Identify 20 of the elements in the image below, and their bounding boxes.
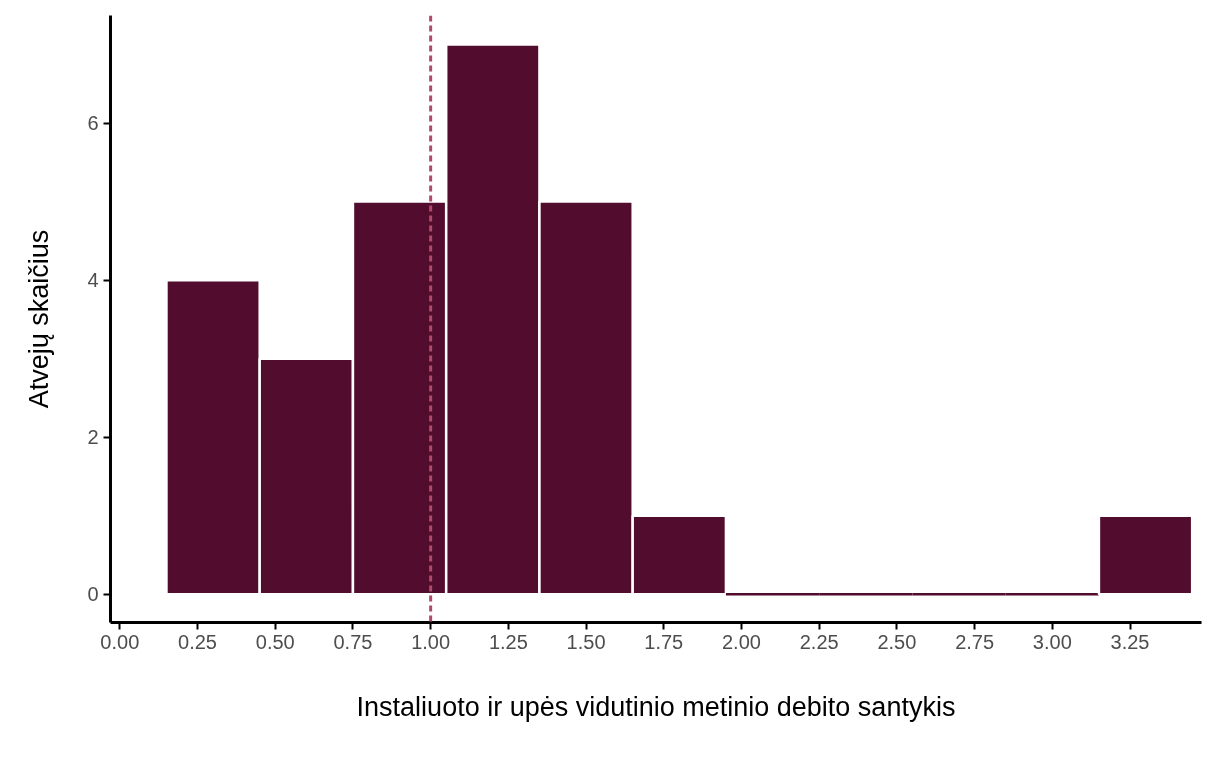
x-tick-label: 1.25: [488, 630, 528, 653]
x-tick-label: 2.75: [955, 630, 995, 653]
x-tick-label: 3.25: [1110, 630, 1150, 653]
x-tick-label: 2.50: [877, 630, 917, 653]
x-tick-label: 0.50: [255, 630, 295, 653]
y-tick-label: 6: [87, 112, 99, 135]
y-tick-label: 2: [87, 426, 99, 449]
x-tick-label: 0.25: [178, 630, 218, 653]
x-tick-label: 3.00: [1032, 630, 1072, 653]
x-tick-label: 1.00: [411, 630, 451, 653]
x-tick-label: 0.75: [333, 630, 373, 653]
y-axis-title: Atvejų skaičius: [24, 229, 55, 409]
x-tick-label: 1.75: [644, 630, 684, 653]
y-tick-label: 0: [87, 583, 99, 606]
y-tick-label: 4: [87, 269, 99, 292]
x-tick-label: 0.00: [100, 630, 140, 653]
x-tick-label: 1.50: [566, 630, 606, 653]
x-axis-title: Instaliuoto ir upės vidutinio metinio debito santykis: [356, 691, 956, 722]
x-tick-label: 2.00: [722, 630, 761, 653]
x-tick-label: 2.25: [799, 630, 839, 653]
